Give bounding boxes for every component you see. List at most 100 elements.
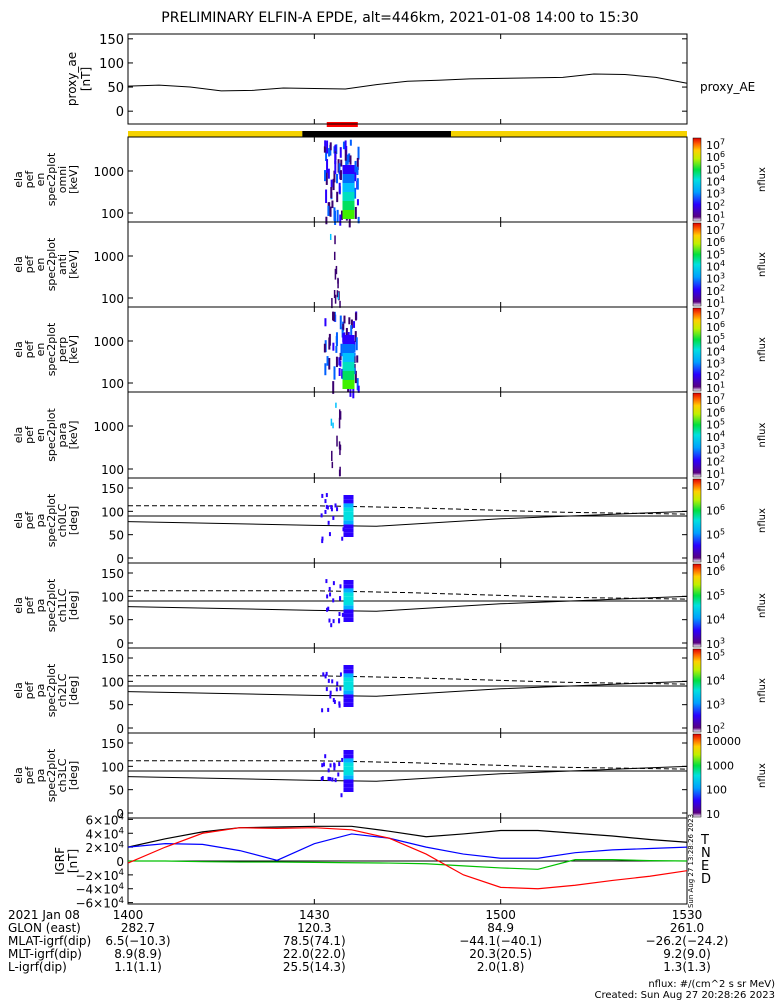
ela_pef_en_spec2plot_perp-pixel: [339, 352, 342, 361]
ela_pef_pa_spec2plot_ch3LC-y-tick: 100: [101, 760, 124, 774]
ela_pef_pa_spec2plot_ch2LC-pixel: [329, 694, 332, 699]
ela_pef_en_spec2plot_perp-pixel: [335, 332, 338, 347]
ela_pef_pa_spec2plot_ch2LC-colorbar-tick: 104: [706, 673, 725, 687]
ela_pef_pa_spec2plot_ch3LC-pixel: [327, 768, 330, 773]
ela_pef_pa_spec2plot_ch3LC-pixel: [321, 763, 324, 768]
ela_pef_en_spec2plot_omni-ylabel-line: en: [34, 173, 47, 187]
ela_pef_pa_spec2plot_ch3LC-pixel: [327, 776, 330, 781]
ela_pef_en_spec2plot_anti-frame: [127, 221, 688, 308]
ela_pef_en_spec2plot_anti-ylabel-line: pef: [23, 255, 36, 274]
ela_pef_en_spec2plot_omni-colorbar-tick: 102: [706, 198, 725, 212]
ela_pef_pa_spec2plot_ch1LC-colorbar-tick: 104: [706, 612, 725, 626]
ela_pef_pa_spec2plot_ch0LC-pixel: [330, 507, 333, 512]
ela_pef_pa_spec2plot_ch0LC-pa-bin: [343, 532, 354, 537]
ela_pef_pa_spec2plot_ch1LC-pixel: [328, 618, 331, 623]
ela_pef_pa_spec2plot_ch1LC-antilosscone-line: [128, 590, 688, 600]
day-segment-start: [128, 131, 303, 137]
ela_pef_en_spec2plot_perp-pixel: [354, 331, 357, 343]
igrf-series-T: [127, 825, 688, 848]
ela_pef_pa_spec2plot_ch1LC-colorbar-tick: 103: [706, 637, 725, 651]
ela_pef_pa_spec2plot_ch1LC-pixel: [341, 612, 344, 617]
ela_pef_pa_spec2plot_ch1LC-pixel: [332, 619, 335, 624]
ela_pef_pa_spec2plot_ch1LC-pixel: [329, 592, 332, 597]
x-row-value: 6.5(−10.3): [105, 934, 170, 948]
ela_pef_pa_spec2plot_ch3LC-pixel: [322, 762, 325, 767]
ela_pef_en_spec2plot_omni-pixel: [356, 199, 359, 206]
ela_pef_en_spec2plot_omni-pixel: [354, 160, 357, 173]
ela_pef_en_spec2plot_omni-pixel: [324, 170, 327, 182]
ela_pef_en_spec2plot_perp-core-bin: [342, 380, 355, 389]
ela_pef_en_spec2plot_perp-pixel: [332, 342, 335, 351]
ela_pef_pa_spec2plot_ch1LC-ylabel-line: [deg]: [67, 591, 80, 620]
ela_pef_en_spec2plot_omni-pixel: [357, 146, 360, 160]
proxy-ae-series-label: proxy_AE: [700, 80, 755, 94]
ela_pef_en_spec2plot_perp-ylabel-line: ela: [12, 341, 25, 358]
ela_pef_en_spec2plot_perp-pixel: [350, 325, 353, 336]
x-date-label: 2021 Jan 08: [8, 908, 80, 922]
ela_pef_en_spec2plot_omni-pixel: [325, 172, 328, 185]
ela_pef_pa_spec2plot_ch3LC-antilosscone-line: [128, 760, 688, 770]
ela_pef_pa_spec2plot_ch0LC-y-tick: 50: [109, 529, 124, 543]
ela_pef_en_spec2plot_perp-colorbar: [692, 307, 702, 392]
ela_pef_en_spec2plot_omni-colorbar-tick: 103: [706, 186, 725, 200]
ela_pef_pa_spec2plot_ch1LC-pa-bin: [343, 596, 354, 601]
ela_pef_en_spec2plot_anti-ylabel-line: en: [34, 258, 47, 272]
ela_pef_en_spec2plot_perp-pixel: [339, 315, 342, 330]
ela_pef_pa_spec2plot_ch2LC-pixel: [331, 679, 334, 684]
ela_pef_en_spec2plot_omni-pixel: [348, 153, 351, 163]
ela_pef_en_spec2plot_omni-pixel: [346, 154, 349, 165]
ela_pef_en_spec2plot_para-ylabel-line: spec2plot: [45, 408, 58, 462]
ela_pef_pa_spec2plot_ch1LC-pixel: [332, 598, 335, 603]
igrf-legend-T: T: [700, 833, 709, 848]
ela_pef_en_spec2plot_para-ylabel-line: pef: [23, 425, 36, 444]
ela_pef_en_spec2plot_para-colorbar-tick: 107: [706, 393, 725, 407]
ela_pef_pa_spec2plot_ch3LC-pa-bin: [343, 771, 354, 776]
ela_pef_pa_spec2plot_ch3LC-pixel: [331, 777, 334, 782]
ela_pef_pa_spec2plot_ch0LC-pa-bin: [343, 503, 354, 508]
ela_pef_en_spec2plot_omni-core-bin: [342, 183, 355, 192]
ela_pef_pa_spec2plot_ch0LC-ylabel-line: ela: [12, 512, 25, 529]
proxy-ae-y-tick: 50: [107, 81, 124, 96]
ela_pef_pa_spec2plot_ch0LC-pixel: [326, 505, 329, 510]
ela_pef_pa_spec2plot_ch2LC-pa-bin: [343, 694, 354, 699]
ela_pef_en_spec2plot_anti-pixel: [336, 290, 339, 298]
ela_pef_pa_spec2plot_ch0LC-ylabel-line: pef: [23, 511, 36, 530]
ela_pef_en_spec2plot_perp-core-bin: [342, 335, 355, 344]
ela_pef_en_spec2plot_para-pixel: [339, 466, 341, 477]
ela_pef_en_spec2plot_omni-colorbar-tick: 106: [706, 150, 725, 164]
ela_pef_pa_spec2plot_ch0LC-pixel: [325, 493, 328, 498]
ela_pef_pa_spec2plot_ch1LC-pa-bin: [343, 601, 354, 606]
ela_pef_pa_spec2plot_ch3LC-losscone-line: [127, 765, 688, 782]
ela_pef_en_spec2plot_omni-pixel: [354, 187, 357, 199]
igrf-legend-E: E: [701, 859, 709, 874]
ela_pef_en_spec2plot_anti-colorbar-tick: 103: [706, 271, 725, 285]
ela_pef_en_spec2plot_perp-pixel: [353, 321, 356, 328]
ela_pef_pa_spec2plot_ch0LC-pixel: [325, 504, 328, 509]
ela_pef_en_spec2plot_perp-core-bin: [342, 344, 355, 353]
x-tick-label: 1400: [113, 908, 144, 922]
ela_pef_en_spec2plot_para-colorbar: [692, 392, 702, 478]
proxy-ae-ylabel-line: [nT]: [79, 67, 93, 91]
ela_pef_pa_spec2plot_ch2LC-ylabel-line: pef: [23, 681, 36, 700]
ela_pef_pa_spec2plot_ch3LC-pa-bin: [343, 783, 354, 788]
ela_pef_en_spec2plot_omni-panel: 1000100elapefenspec2plotomni[keV]1071061…: [12, 136, 768, 228]
ela_pef_en_spec2plot_anti-pixel: [334, 235, 336, 245]
ela_pef_en_spec2plot_omni-pixel: [331, 200, 334, 209]
x-row-value: −44.1(−40.1): [459, 934, 542, 948]
ela_pef_en_spec2plot_omni-pixel: [336, 191, 339, 203]
ela_pef_pa_spec2plot_ch2LC-pixel: [335, 687, 338, 692]
ela_pef_en_spec2plot_para-pixel: [339, 444, 342, 451]
igrf-y-tick: −6×104: [75, 896, 124, 911]
ela_pef_pa_spec2plot_ch0LC-pixel: [332, 515, 335, 520]
ela_pef_pa_spec2plot_ch2LC-pa-bin: [343, 698, 354, 703]
ela_pef_en_spec2plot_perp-colorbar-tick: 102: [706, 368, 725, 382]
igrf-y-tick: 6×104: [86, 813, 124, 828]
ela_pef_pa_spec2plot_ch1LC-ylabel-line: pa: [34, 599, 47, 613]
ela_pef_en_spec2plot_anti-pixel: [331, 298, 333, 309]
ela_pef_en_spec2plot_perp-pixel: [328, 358, 331, 370]
ela_pef_en_spec2plot_anti-colorbar-label: nflux: [757, 252, 768, 277]
x-row-value: 1.1(1.1): [114, 960, 162, 974]
ela_pef_pa_spec2plot_ch2LC-pixel: [339, 686, 342, 691]
